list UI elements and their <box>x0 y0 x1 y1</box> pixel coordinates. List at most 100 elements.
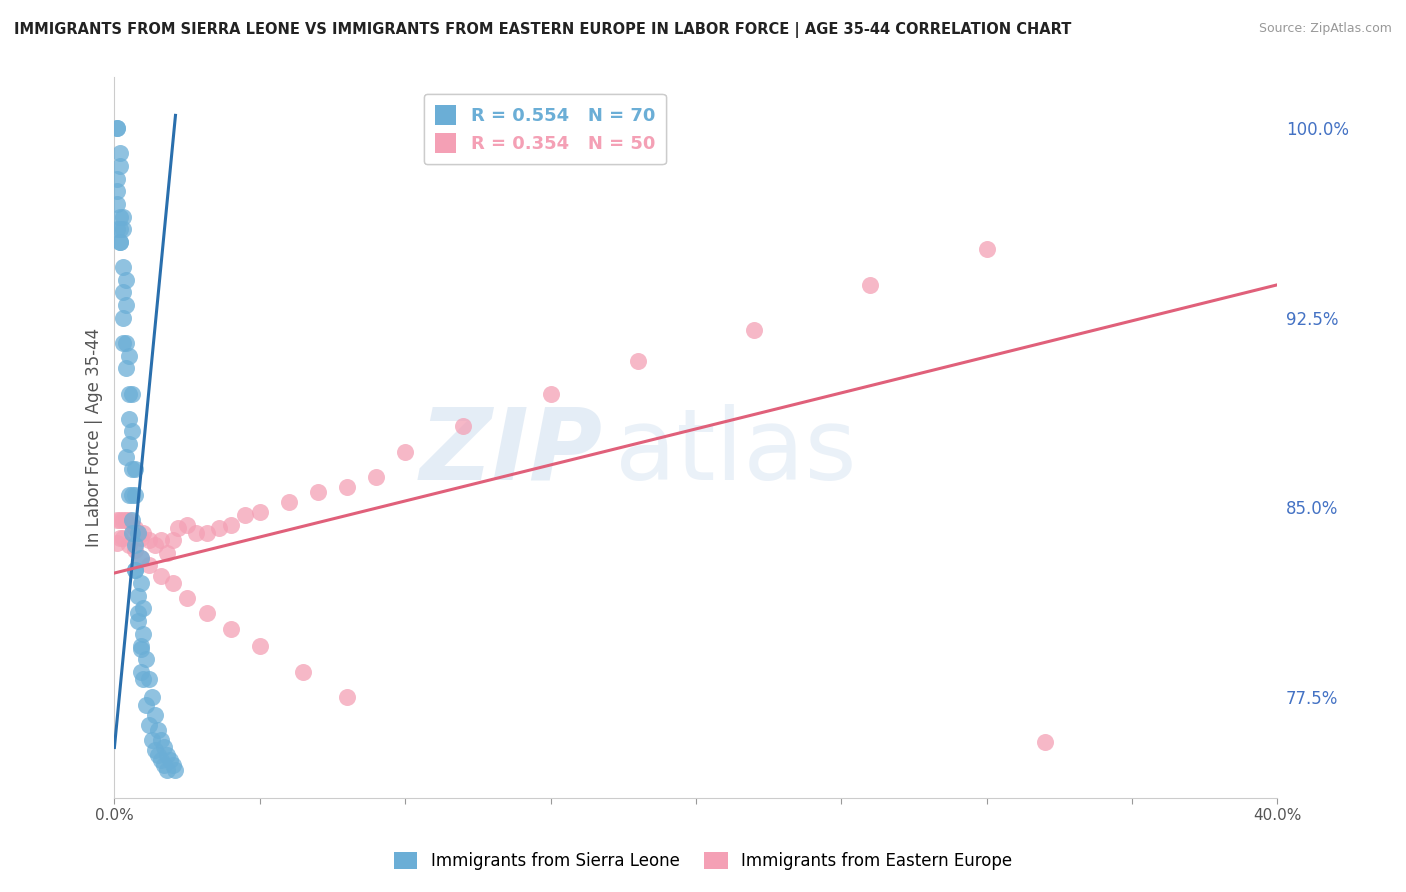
Point <box>121 488 143 502</box>
Point <box>143 538 166 552</box>
Point <box>156 748 179 763</box>
Point <box>129 640 152 654</box>
Point <box>129 550 152 565</box>
Point <box>162 758 184 772</box>
Point <box>149 732 172 747</box>
Point <box>249 640 271 654</box>
Point <box>132 672 155 686</box>
Point <box>167 520 190 534</box>
Point <box>540 386 562 401</box>
Point <box>115 335 138 350</box>
Point <box>162 533 184 548</box>
Point <box>110 146 132 161</box>
Point <box>127 614 149 628</box>
Point <box>115 273 138 287</box>
Point <box>138 717 160 731</box>
Point <box>197 525 219 540</box>
Point <box>292 665 315 679</box>
Point <box>118 386 141 401</box>
Text: atlas: atlas <box>614 404 856 500</box>
Y-axis label: In Labor Force | Age 35-44: In Labor Force | Age 35-44 <box>86 328 103 548</box>
Point <box>149 568 172 582</box>
Point <box>143 707 166 722</box>
Point <box>627 353 650 368</box>
Point <box>176 591 198 606</box>
Point <box>105 222 128 236</box>
Point <box>110 513 132 527</box>
Point <box>149 533 172 548</box>
Point <box>141 732 163 747</box>
Point <box>307 485 329 500</box>
Point <box>124 520 146 534</box>
Point <box>127 525 149 540</box>
Point <box>129 550 152 565</box>
Point <box>159 753 181 767</box>
Point <box>110 235 132 249</box>
Point <box>165 764 187 778</box>
Point <box>115 450 138 464</box>
Point <box>124 462 146 476</box>
Point <box>135 698 157 712</box>
Point <box>121 386 143 401</box>
Point <box>105 184 128 198</box>
Point <box>138 672 160 686</box>
Point <box>233 508 256 522</box>
Point <box>197 607 219 621</box>
Point <box>219 518 242 533</box>
Legend: R = 0.554   N = 70, R = 0.354   N = 50: R = 0.554 N = 70, R = 0.354 N = 50 <box>423 94 666 164</box>
Point <box>859 277 882 292</box>
Point <box>121 462 143 476</box>
Point <box>105 535 128 549</box>
Point <box>118 437 141 451</box>
Point <box>129 531 152 545</box>
Point <box>105 513 128 527</box>
Point <box>453 419 475 434</box>
Point <box>110 210 132 224</box>
Point <box>124 538 146 552</box>
Point <box>127 589 149 603</box>
Point <box>121 525 143 540</box>
Point <box>124 564 146 578</box>
Point <box>115 298 138 312</box>
Point <box>156 764 179 778</box>
Point <box>277 495 299 509</box>
Point <box>115 513 138 527</box>
Point <box>112 222 135 236</box>
Point <box>208 520 231 534</box>
Point <box>112 210 135 224</box>
Point <box>112 531 135 545</box>
Point <box>138 533 160 548</box>
Point <box>176 518 198 533</box>
Point <box>162 576 184 591</box>
Point <box>118 488 141 502</box>
Point <box>219 622 242 636</box>
Point <box>118 411 141 425</box>
Point <box>156 546 179 560</box>
Point <box>138 558 160 573</box>
Point <box>742 323 765 337</box>
Point <box>129 641 152 656</box>
Point <box>132 626 155 640</box>
Point <box>110 222 132 236</box>
Point <box>129 576 152 591</box>
Point <box>394 444 416 458</box>
Point <box>124 488 146 502</box>
Point <box>976 243 998 257</box>
Point <box>135 652 157 666</box>
Point <box>249 505 271 519</box>
Point <box>110 159 132 173</box>
Point <box>146 748 169 763</box>
Point <box>127 607 149 621</box>
Point <box>110 531 132 545</box>
Legend: Immigrants from Sierra Leone, Immigrants from Eastern Europe: Immigrants from Sierra Leone, Immigrants… <box>387 845 1019 877</box>
Point <box>1033 735 1056 749</box>
Point <box>118 538 141 552</box>
Point <box>112 513 135 527</box>
Point <box>112 285 135 300</box>
Point <box>143 743 166 757</box>
Point <box>153 758 176 772</box>
Point <box>110 235 132 249</box>
Point <box>105 197 128 211</box>
Point <box>184 525 207 540</box>
Point <box>149 753 172 767</box>
